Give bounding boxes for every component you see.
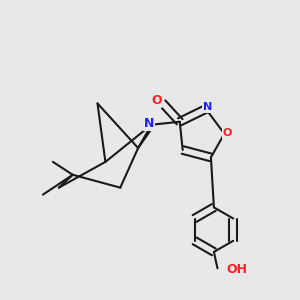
Text: O: O <box>223 128 232 138</box>
Text: N: N <box>203 103 212 112</box>
Text: O: O <box>151 94 162 107</box>
Text: N: N <box>144 117 154 130</box>
Text: OH: OH <box>226 263 248 276</box>
